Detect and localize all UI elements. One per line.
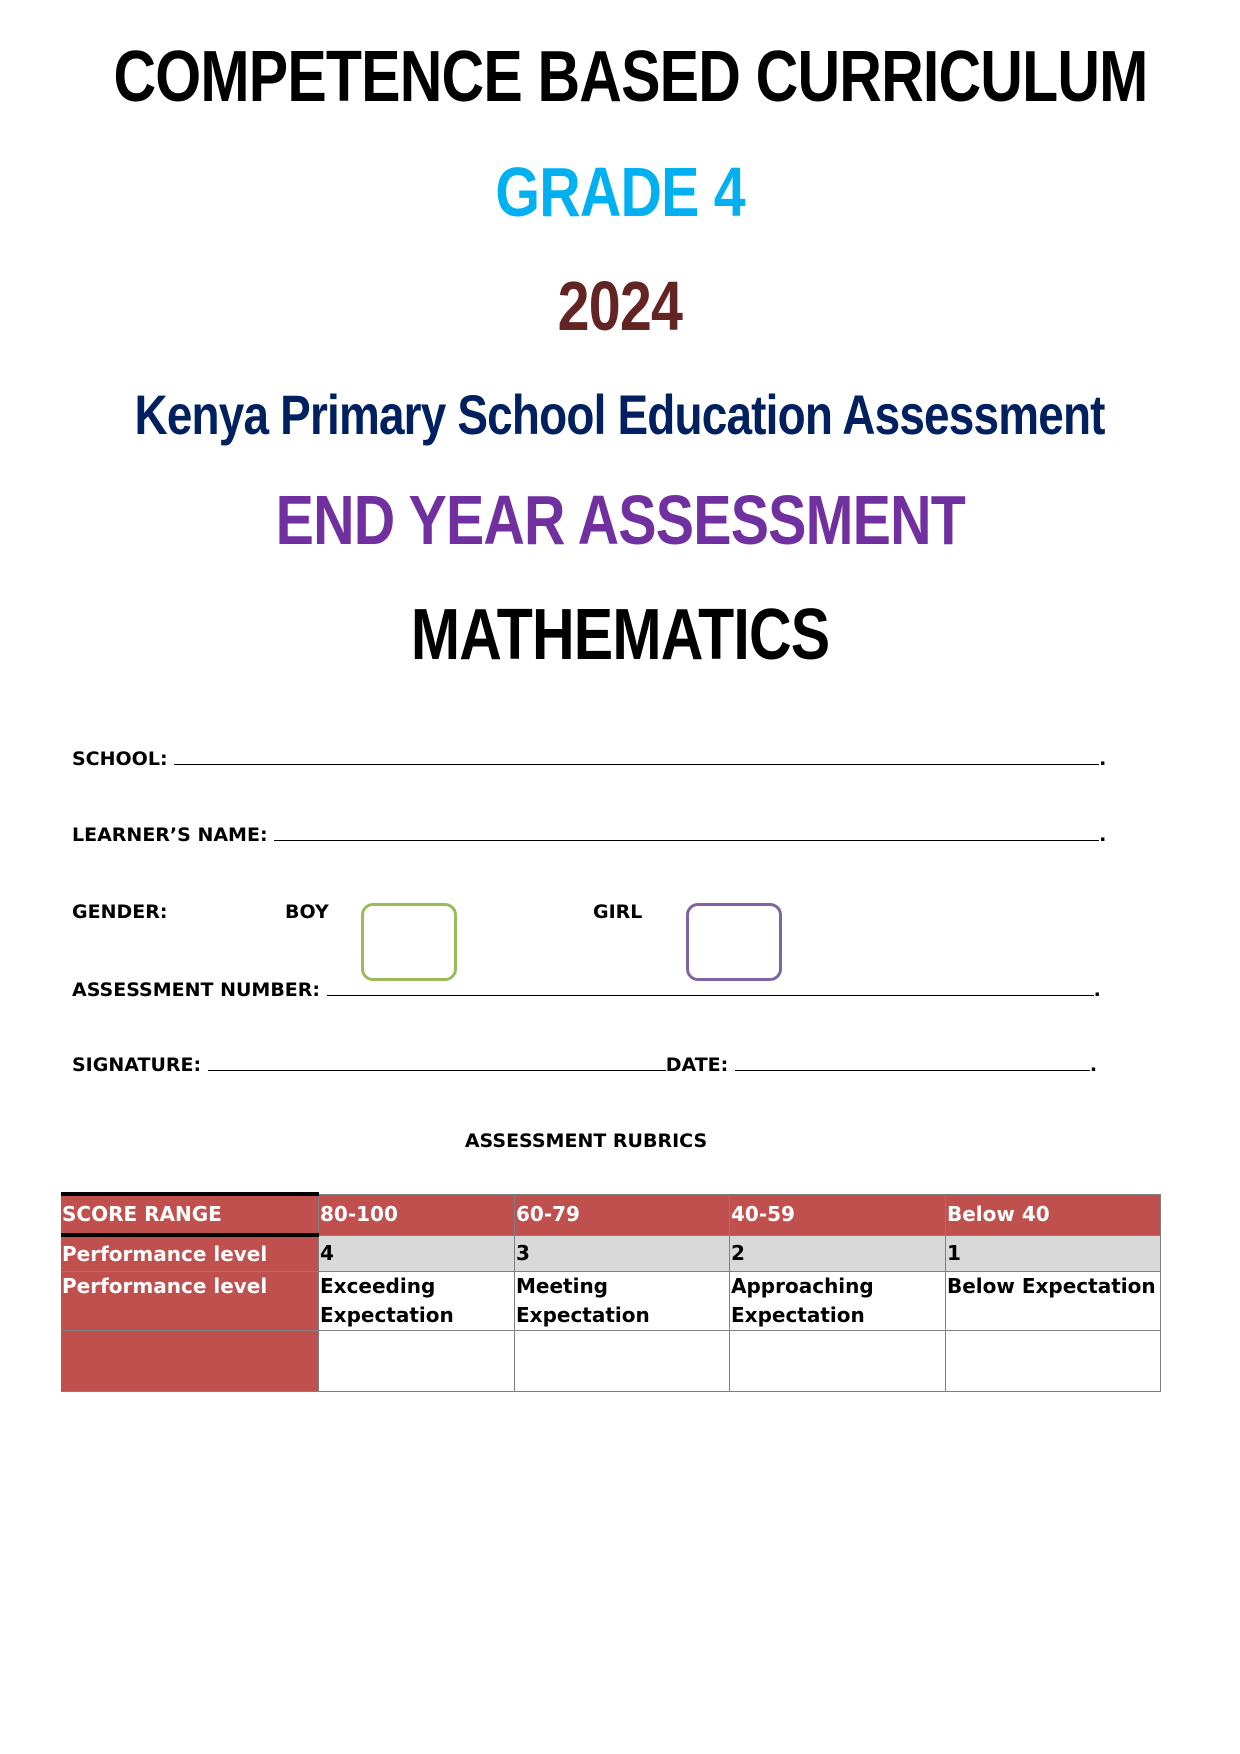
table-cell: 2 — [729, 1234, 946, 1272]
signature-label: SIGNATURE: — [72, 1054, 202, 1076]
learner-name-field[interactable]: LEARNER’S NAME: . — [72, 824, 1107, 846]
assessment-body-title: Kenya Primary School Education Assessmen… — [134, 383, 1106, 446]
rubrics-table: SCORE RANGE 80-100 60-79 40-59 Below 40 … — [61, 1192, 1161, 1392]
table-cell: 40-59 — [729, 1193, 946, 1236]
girl-label: GIRL — [593, 901, 643, 923]
table-row: Performance level 4 3 2 1 — [61, 1233, 1161, 1272]
table-cell: Below Expectation — [945, 1271, 1161, 1331]
table-cell: 4 — [318, 1234, 515, 1272]
table-row: SCORE RANGE 80-100 60-79 40-59 Below 40 — [61, 1192, 1161, 1236]
assessment-type-title: END YEAR ASSESSMENT — [275, 481, 965, 559]
table-cell[interactable] — [729, 1330, 946, 1392]
row-label — [61, 1330, 319, 1392]
learner-name-label: LEARNER’S NAME: — [72, 824, 268, 846]
school-label: SCHOOL: — [72, 748, 168, 770]
subject-title: MATHEMATICS — [410, 595, 830, 675]
row-label: SCORE RANGE — [61, 1192, 319, 1236]
curriculum-title: COMPETENCE BASED CURRICULUM — [113, 37, 1148, 117]
assessment-number-label: ASSESSMENT NUMBER: — [72, 979, 321, 1001]
table-cell: Approaching Expectation — [729, 1271, 946, 1331]
table-cell: 3 — [514, 1234, 730, 1272]
table-cell: Below 40 — [945, 1193, 1161, 1236]
school-field[interactable]: SCHOOL: . — [72, 748, 1107, 770]
signature-field[interactable]: SIGNATURE: DATE: . — [72, 1054, 1098, 1076]
table-cell: Exceeding Expectation — [318, 1271, 515, 1331]
table-cell[interactable] — [318, 1330, 515, 1392]
assessment-number-field[interactable]: ASSESSMENT NUMBER: . — [72, 979, 1101, 1001]
grade-title: GRADE 4 — [495, 153, 745, 231]
boy-label: BOY — [285, 901, 329, 923]
table-cell[interactable] — [514, 1330, 730, 1392]
row-label: Performance level — [61, 1271, 319, 1331]
table-cell: Meeting Expectation — [514, 1271, 730, 1331]
row-label: Performance level — [61, 1233, 319, 1272]
table-row: Performance level Exceeding Expectation … — [61, 1271, 1161, 1331]
girl-checkbox[interactable] — [686, 903, 782, 981]
table-row — [61, 1330, 1161, 1392]
table-cell[interactable] — [945, 1330, 1161, 1392]
year-title: 2024 — [557, 267, 683, 345]
rubrics-title: ASSESSMENT RUBRICS — [464, 1130, 708, 1152]
boy-checkbox[interactable] — [361, 903, 457, 981]
date-label: DATE: — [665, 1054, 729, 1076]
gender-label: GENDER: — [72, 901, 168, 923]
table-cell: 1 — [945, 1234, 1161, 1272]
table-cell: 60-79 — [514, 1193, 730, 1236]
table-cell: 80-100 — [318, 1193, 515, 1236]
